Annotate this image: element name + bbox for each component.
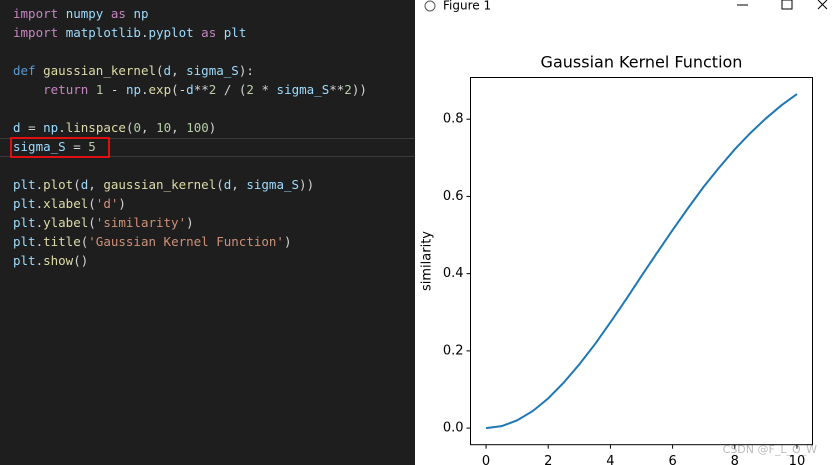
- x-tick-label: 0: [482, 454, 490, 465]
- y-tick-label: 0.2: [443, 343, 464, 358]
- watermark: CSDN @F_L_O_W: [723, 443, 817, 456]
- close-button[interactable]: [817, 0, 828, 10]
- x-tick-label: 2: [544, 454, 552, 465]
- code-editor: import numpy as np import matplotlib.pypl…: [0, 0, 415, 465]
- figure-window: Figure 1 Gaussian Kernel Function simila…: [415, 0, 832, 465]
- maximize-button[interactable]: [781, 0, 793, 10]
- x-tick-label: 8: [731, 454, 739, 465]
- code-line: def gaussian_kernel(d, sigma_S):: [13, 63, 254, 78]
- code-line: plt.ylabel('similarity'): [13, 215, 194, 230]
- code-line: return 1 - np.exp(-d**2 / (2 * sigma_S**…: [43, 82, 367, 97]
- y-axis-label: similarity: [420, 231, 435, 291]
- y-tick-label: 0.4: [443, 266, 464, 281]
- code-line: plt.title('Gaussian Kernel Function'): [13, 234, 292, 249]
- chart-title: Gaussian Kernel Function: [541, 53, 743, 72]
- code-line: plt.show(): [13, 253, 89, 268]
- code-line: plt.xlabel('d'): [13, 196, 126, 211]
- window-title: Figure 1: [443, 0, 491, 13]
- axes-frame: [470, 77, 813, 446]
- code-line: import matplotlib.pyplot as plt: [13, 25, 247, 40]
- line-series: [485, 93, 798, 430]
- code-line: d = np.linspace(0, 10, 100): [13, 120, 217, 135]
- current-line: [0, 138, 415, 157]
- y-tick-label: 0.6: [443, 189, 464, 204]
- code-line: plt.plot(d, gaussian_kernel(d, sigma_S)): [13, 177, 315, 192]
- code-line: import numpy as np: [13, 6, 149, 21]
- code-line: sigma_S = 5: [13, 139, 96, 154]
- app-icon: [424, 0, 436, 12]
- y-tick-label: 0.8: [443, 112, 464, 127]
- x-tick-label: 6: [668, 454, 676, 465]
- x-tick-label: 4: [606, 454, 614, 465]
- highlight-box: [10, 137, 110, 158]
- y-tick-label: 0.0: [443, 421, 464, 436]
- x-tick-label: 10: [789, 454, 806, 465]
